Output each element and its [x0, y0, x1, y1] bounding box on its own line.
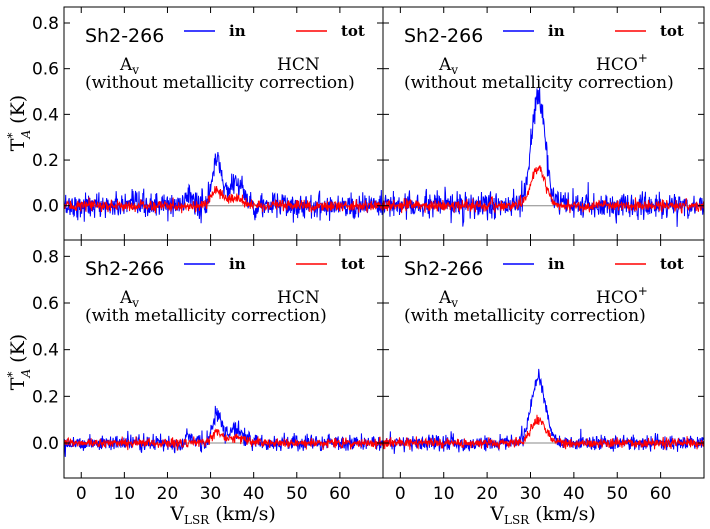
series-line-tot	[64, 185, 383, 214]
legend-label-in: in	[229, 255, 246, 273]
y-label-main: T	[7, 377, 29, 390]
x-label-sub: LSR	[504, 513, 530, 527]
y-tick-label: 0.4	[32, 105, 59, 125]
extinction-label: Av	[438, 288, 458, 310]
x-tick-label: 60	[650, 484, 672, 504]
molecule-sup: +	[638, 284, 648, 298]
source-name: Sh2-266	[85, 25, 164, 47]
molecule-main: HCO	[596, 55, 638, 75]
molecule-main: HCO	[596, 288, 638, 308]
extinction-sub: v	[450, 63, 458, 77]
x-tick-label: 40	[563, 484, 585, 504]
y-tick-label: 0.0	[32, 197, 59, 217]
x-label-main: V	[489, 503, 504, 525]
molecule-label: HCO+	[596, 284, 648, 308]
molecule-main: HCN	[277, 55, 320, 75]
x-tick-label: 30	[200, 484, 222, 504]
extinction-label: Av	[119, 55, 139, 77]
y-tick-label: 0.2	[32, 387, 59, 407]
y-axis-label-bottom: T*A (K)	[5, 334, 33, 390]
extinction-sub: v	[131, 63, 139, 77]
y-tick-label: 0.8	[32, 247, 59, 267]
x-tick-label: 10	[433, 484, 455, 504]
correction-note: (with metallicity correction)	[85, 306, 327, 326]
legend-label-tot: tot	[660, 255, 684, 273]
y-tick-label: 0.4	[32, 341, 59, 361]
x-tick-label: 20	[476, 484, 498, 504]
x-label-sub: LSR	[184, 513, 210, 527]
x-tick-label: 40	[243, 484, 265, 504]
y-label-main: T	[7, 138, 29, 151]
y-label-unit: (K)	[7, 95, 29, 124]
x-tick-label: 0	[76, 484, 87, 504]
y-axis-label-top: T*A (K)	[5, 95, 33, 151]
y-tick-label: 0.6	[32, 60, 59, 80]
x-axis-label-right: VLSR (km/s)	[489, 503, 595, 527]
source-name: Sh2-266	[404, 258, 483, 280]
x-label-unit: (km/s)	[215, 503, 276, 525]
legend-label-tot: tot	[341, 255, 365, 273]
molecule-label: HCO+	[596, 51, 648, 75]
x-axis-label-left: VLSR (km/s)	[169, 503, 275, 527]
panel-bottom-left: 0 10 20 30 40 50 60 0.0 0.2 0.4 0.6 0.8 Sh2-266 in tot…	[32, 239, 384, 504]
series-line-in	[64, 152, 383, 224]
legend-label-in: in	[229, 22, 246, 40]
legend-label-tot: tot	[341, 22, 365, 40]
x-tick-label: 50	[286, 484, 308, 504]
y-tick-label: 0.8	[32, 14, 59, 34]
extinction-main: A	[119, 288, 133, 308]
extinction-label: Av	[119, 288, 139, 310]
panel-top-left: 0.0 0.2 0.4 0.6 0.8 Sh2-266 in tot Av HCN(without…	[32, 6, 384, 241]
x-tick-label: 50	[606, 484, 628, 504]
series-line-in	[64, 405, 383, 457]
x-label-unit: (km/s)	[535, 503, 596, 525]
y-tick-label: 0.0	[32, 434, 59, 454]
y-label-sup: *	[5, 133, 19, 139]
y-label-sub: A	[19, 130, 33, 140]
molecule-sup: +	[638, 51, 648, 65]
y-tick-label: 0.2	[32, 151, 59, 171]
extinction-sub: v	[131, 296, 139, 310]
correction-note: (with metallicity correction)	[404, 306, 646, 326]
molecule-main: HCN	[277, 288, 320, 308]
series-line-tot	[64, 428, 383, 451]
legend-label-tot: tot	[660, 22, 684, 40]
x-tick-label: 0	[395, 484, 406, 504]
x-tick-label: 30	[520, 484, 542, 504]
series-line-tot	[383, 414, 704, 451]
extinction-main: A	[119, 55, 133, 75]
extinction-sub: v	[450, 296, 458, 310]
x-tick-label: 20	[157, 484, 179, 504]
series-line-tot	[383, 165, 704, 214]
y-label-sub: A	[19, 369, 33, 379]
correction-note: (without metallicity correction)	[404, 73, 674, 93]
series-line-in	[383, 368, 704, 454]
extinction-main: A	[438, 55, 452, 75]
axes-frame	[382, 239, 705, 479]
y-tick-label: 0.6	[32, 294, 59, 314]
source-name: Sh2-266	[85, 258, 164, 280]
legend-label-in: in	[548, 255, 565, 273]
legend-label-in: in	[548, 22, 565, 40]
y-label-unit: (K)	[7, 334, 29, 363]
x-tick-label: 10	[114, 484, 136, 504]
y-label-sup: *	[5, 372, 19, 378]
correction-note: (without metallicity correction)	[85, 73, 355, 93]
molecule-label: HCN	[277, 55, 320, 75]
source-name: Sh2-266	[404, 25, 483, 47]
extinction-main: A	[438, 288, 452, 308]
molecule-label: HCN	[277, 288, 320, 308]
x-tick-label: 60	[329, 484, 351, 504]
x-label-main: V	[169, 503, 184, 525]
extinction-label: Av	[438, 55, 458, 77]
